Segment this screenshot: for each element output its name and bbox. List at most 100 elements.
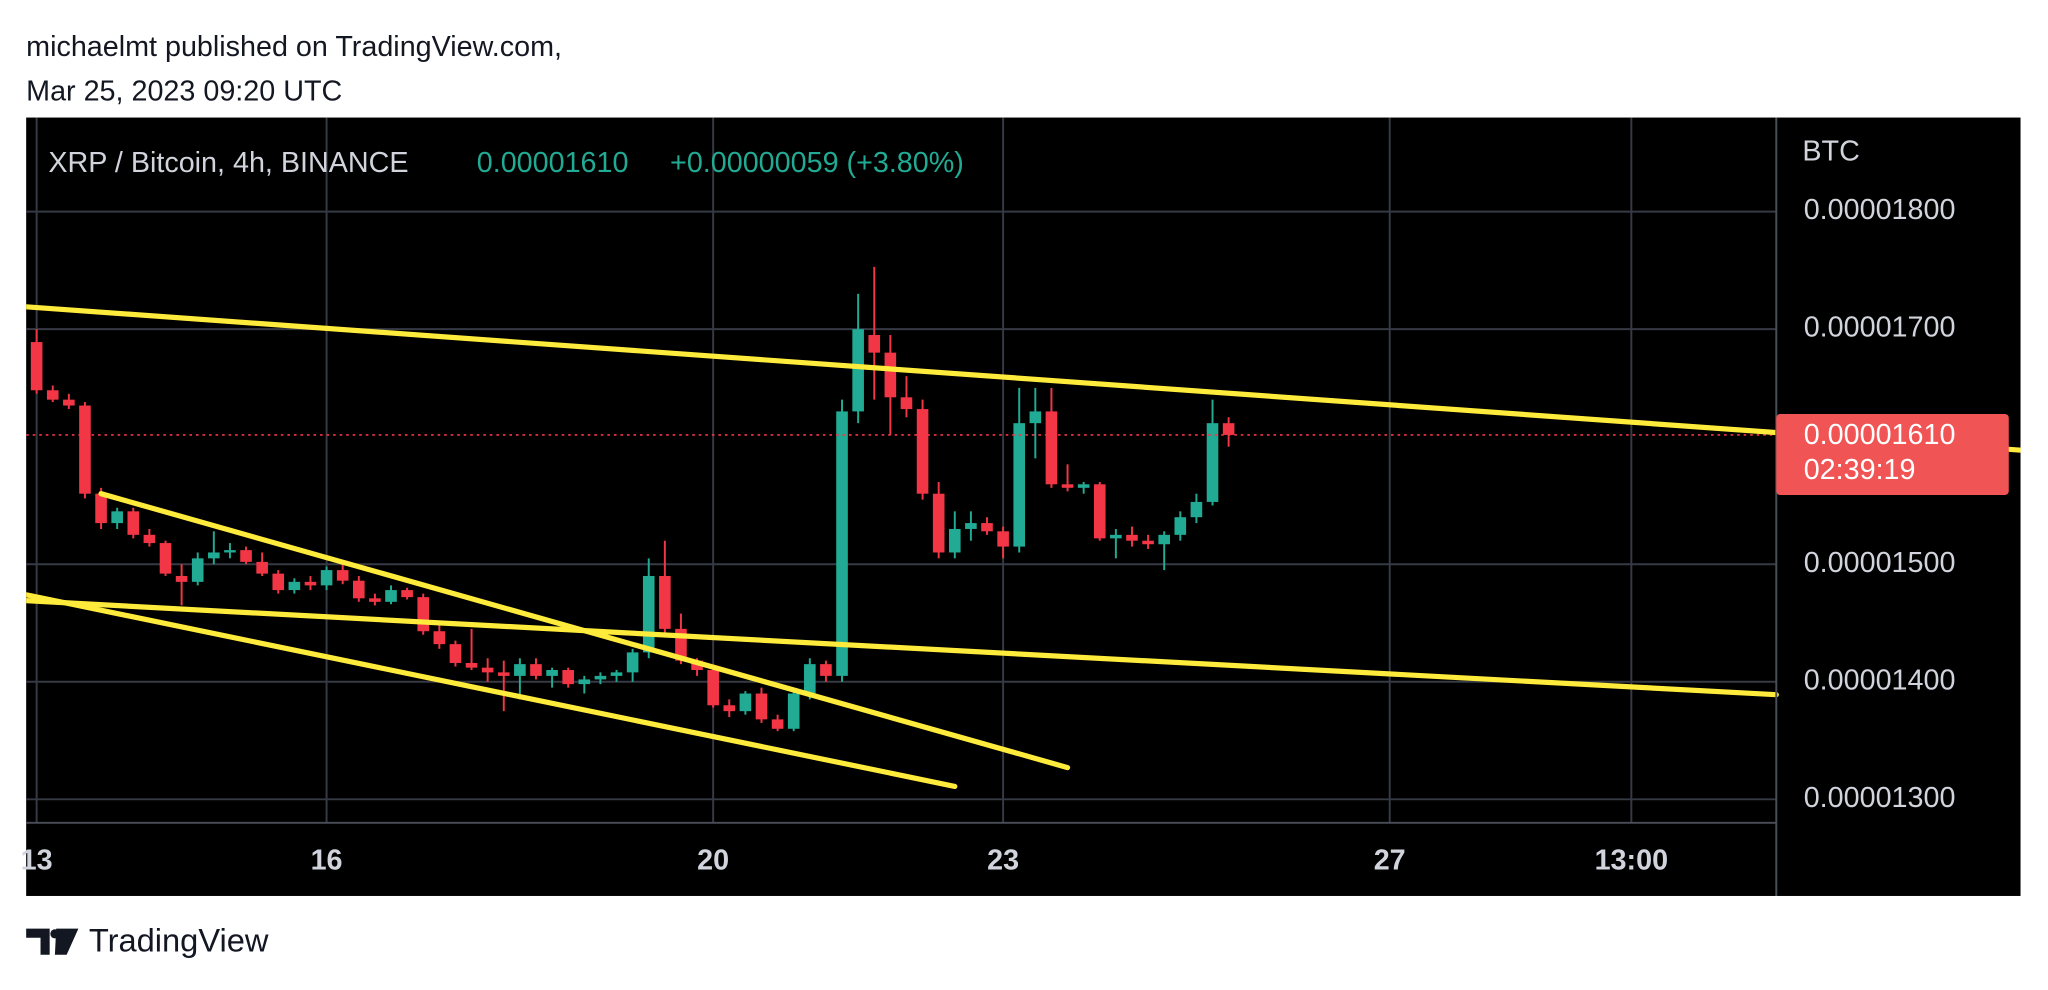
candle-body [320,570,333,586]
candle-body [240,550,252,562]
drawings [26,304,2021,789]
trendline [26,592,958,789]
candle-body [401,590,413,598]
candle-body [30,342,43,391]
candle-body [626,652,639,673]
candle-body [1093,484,1106,539]
y-tick-label: 0.00001400 [1804,664,1956,696]
candle-body [916,409,929,494]
candle-body [707,670,719,706]
axes: 0.00001300 0.00001400 0.00001500 0.00001700… [21,194,1956,876]
candle-body [46,390,59,400]
candle-body [739,693,752,712]
publisher: michaelmt published on TradingView.com, [26,31,562,63]
brand: TradingView [89,922,269,959]
candle-body [787,693,800,729]
candle-body [272,573,285,591]
grid [26,117,1777,823]
candle-body [723,705,736,712]
candle-body [868,335,881,353]
trendline [26,304,2021,453]
x-tick-label: 23 [987,845,1019,877]
last-value: 0.00001610 [477,147,629,179]
x-tick-label: 13 [21,845,53,877]
candle-body [659,575,671,629]
candle-body [530,664,542,676]
candle-body [191,558,204,582]
y-tick-label: 0.00001700 [1804,312,1956,344]
candle-body [481,667,494,673]
candle-body [755,693,768,720]
candle-body [691,660,703,671]
candle-body [224,550,236,553]
y-tick-label: 0.00001800 [1804,194,1956,226]
candle-body [385,590,397,602]
candle-body [465,662,478,668]
candle-body [610,672,623,676]
y-tick-label: 0.00001500 [1804,547,1956,579]
candle-body [143,534,156,544]
candle-body [1142,540,1154,545]
candle-body [948,528,961,553]
candle-body [836,411,848,676]
candle-body [497,672,510,676]
candle-body [352,580,365,599]
candle-body [594,675,607,680]
candle-body [1029,411,1042,424]
x-tick-label: 27 [1374,845,1406,877]
symbol: XRP / Bitcoin, 4h, BINANCE [48,147,408,179]
candle-body [546,670,558,676]
x-tick-label: 20 [697,845,729,877]
candle-body [159,543,172,574]
candle-body [981,523,993,532]
candle-body [369,598,381,602]
last-price-box [1776,414,2009,495]
candle-body [1110,534,1122,539]
candle-body [1158,534,1170,545]
candle-body [449,644,462,663]
candle-body [288,581,301,591]
x-tick-label: 16 [311,845,343,877]
trendline [26,598,1779,698]
candle-body [562,670,574,685]
candle-body [997,531,1009,547]
candle-body [642,575,655,653]
candle-body [965,523,977,529]
candles [26,266,1777,732]
candle-body [578,679,591,685]
publish-date: Mar 25, 2023 09:20 UTC [26,75,342,107]
x-tick-label: 13:00 [1595,845,1668,877]
candle-body [256,561,268,574]
candle-body [884,352,897,398]
candle-body [417,597,430,632]
candle-body [1190,501,1203,518]
candle-body [900,397,913,410]
currency: BTC [1802,135,1859,167]
candle-body [1206,423,1219,502]
candle-body [804,664,816,694]
candle-body [1061,484,1074,488]
candle-body [175,575,188,582]
candle-body [111,511,123,524]
change: +0.00000059 (+3.80%) [670,147,964,179]
candle-body [1013,423,1026,547]
candle-body [820,664,832,676]
candle-body [95,493,107,524]
candle-body [1077,484,1090,488]
candle-body [1222,423,1235,435]
candle-body [852,329,864,412]
candle-body [208,552,220,559]
candle-body [336,570,349,581]
candle-body [1045,411,1058,485]
candle-body [304,581,317,586]
last-price-label: 0.00001610 [1804,419,1956,451]
candle-body [771,719,784,729]
candle-body [63,399,75,406]
candle-body [932,493,945,553]
y-tick-label: 0.00001300 [1804,782,1956,814]
candle-body [1174,517,1187,535]
candle-body [675,628,687,661]
